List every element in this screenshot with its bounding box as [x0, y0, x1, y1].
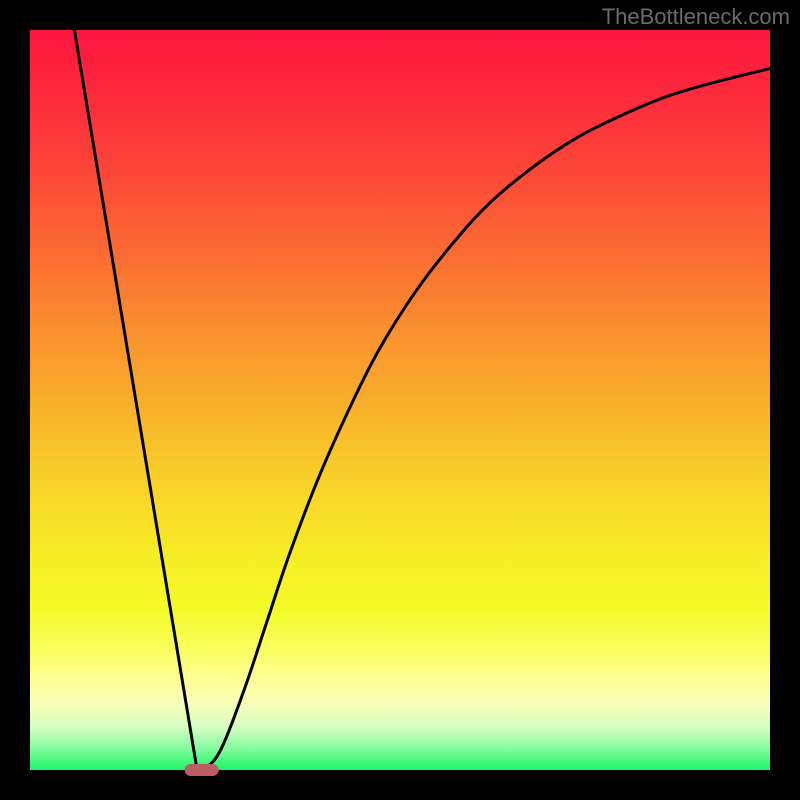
- chart-container: TheBottleneck.com: [0, 0, 800, 800]
- minimum-marker: [185, 764, 219, 776]
- watermark-text: TheBottleneck.com: [602, 4, 790, 30]
- bottleneck-chart: [0, 0, 800, 800]
- plot-background: [30, 30, 770, 770]
